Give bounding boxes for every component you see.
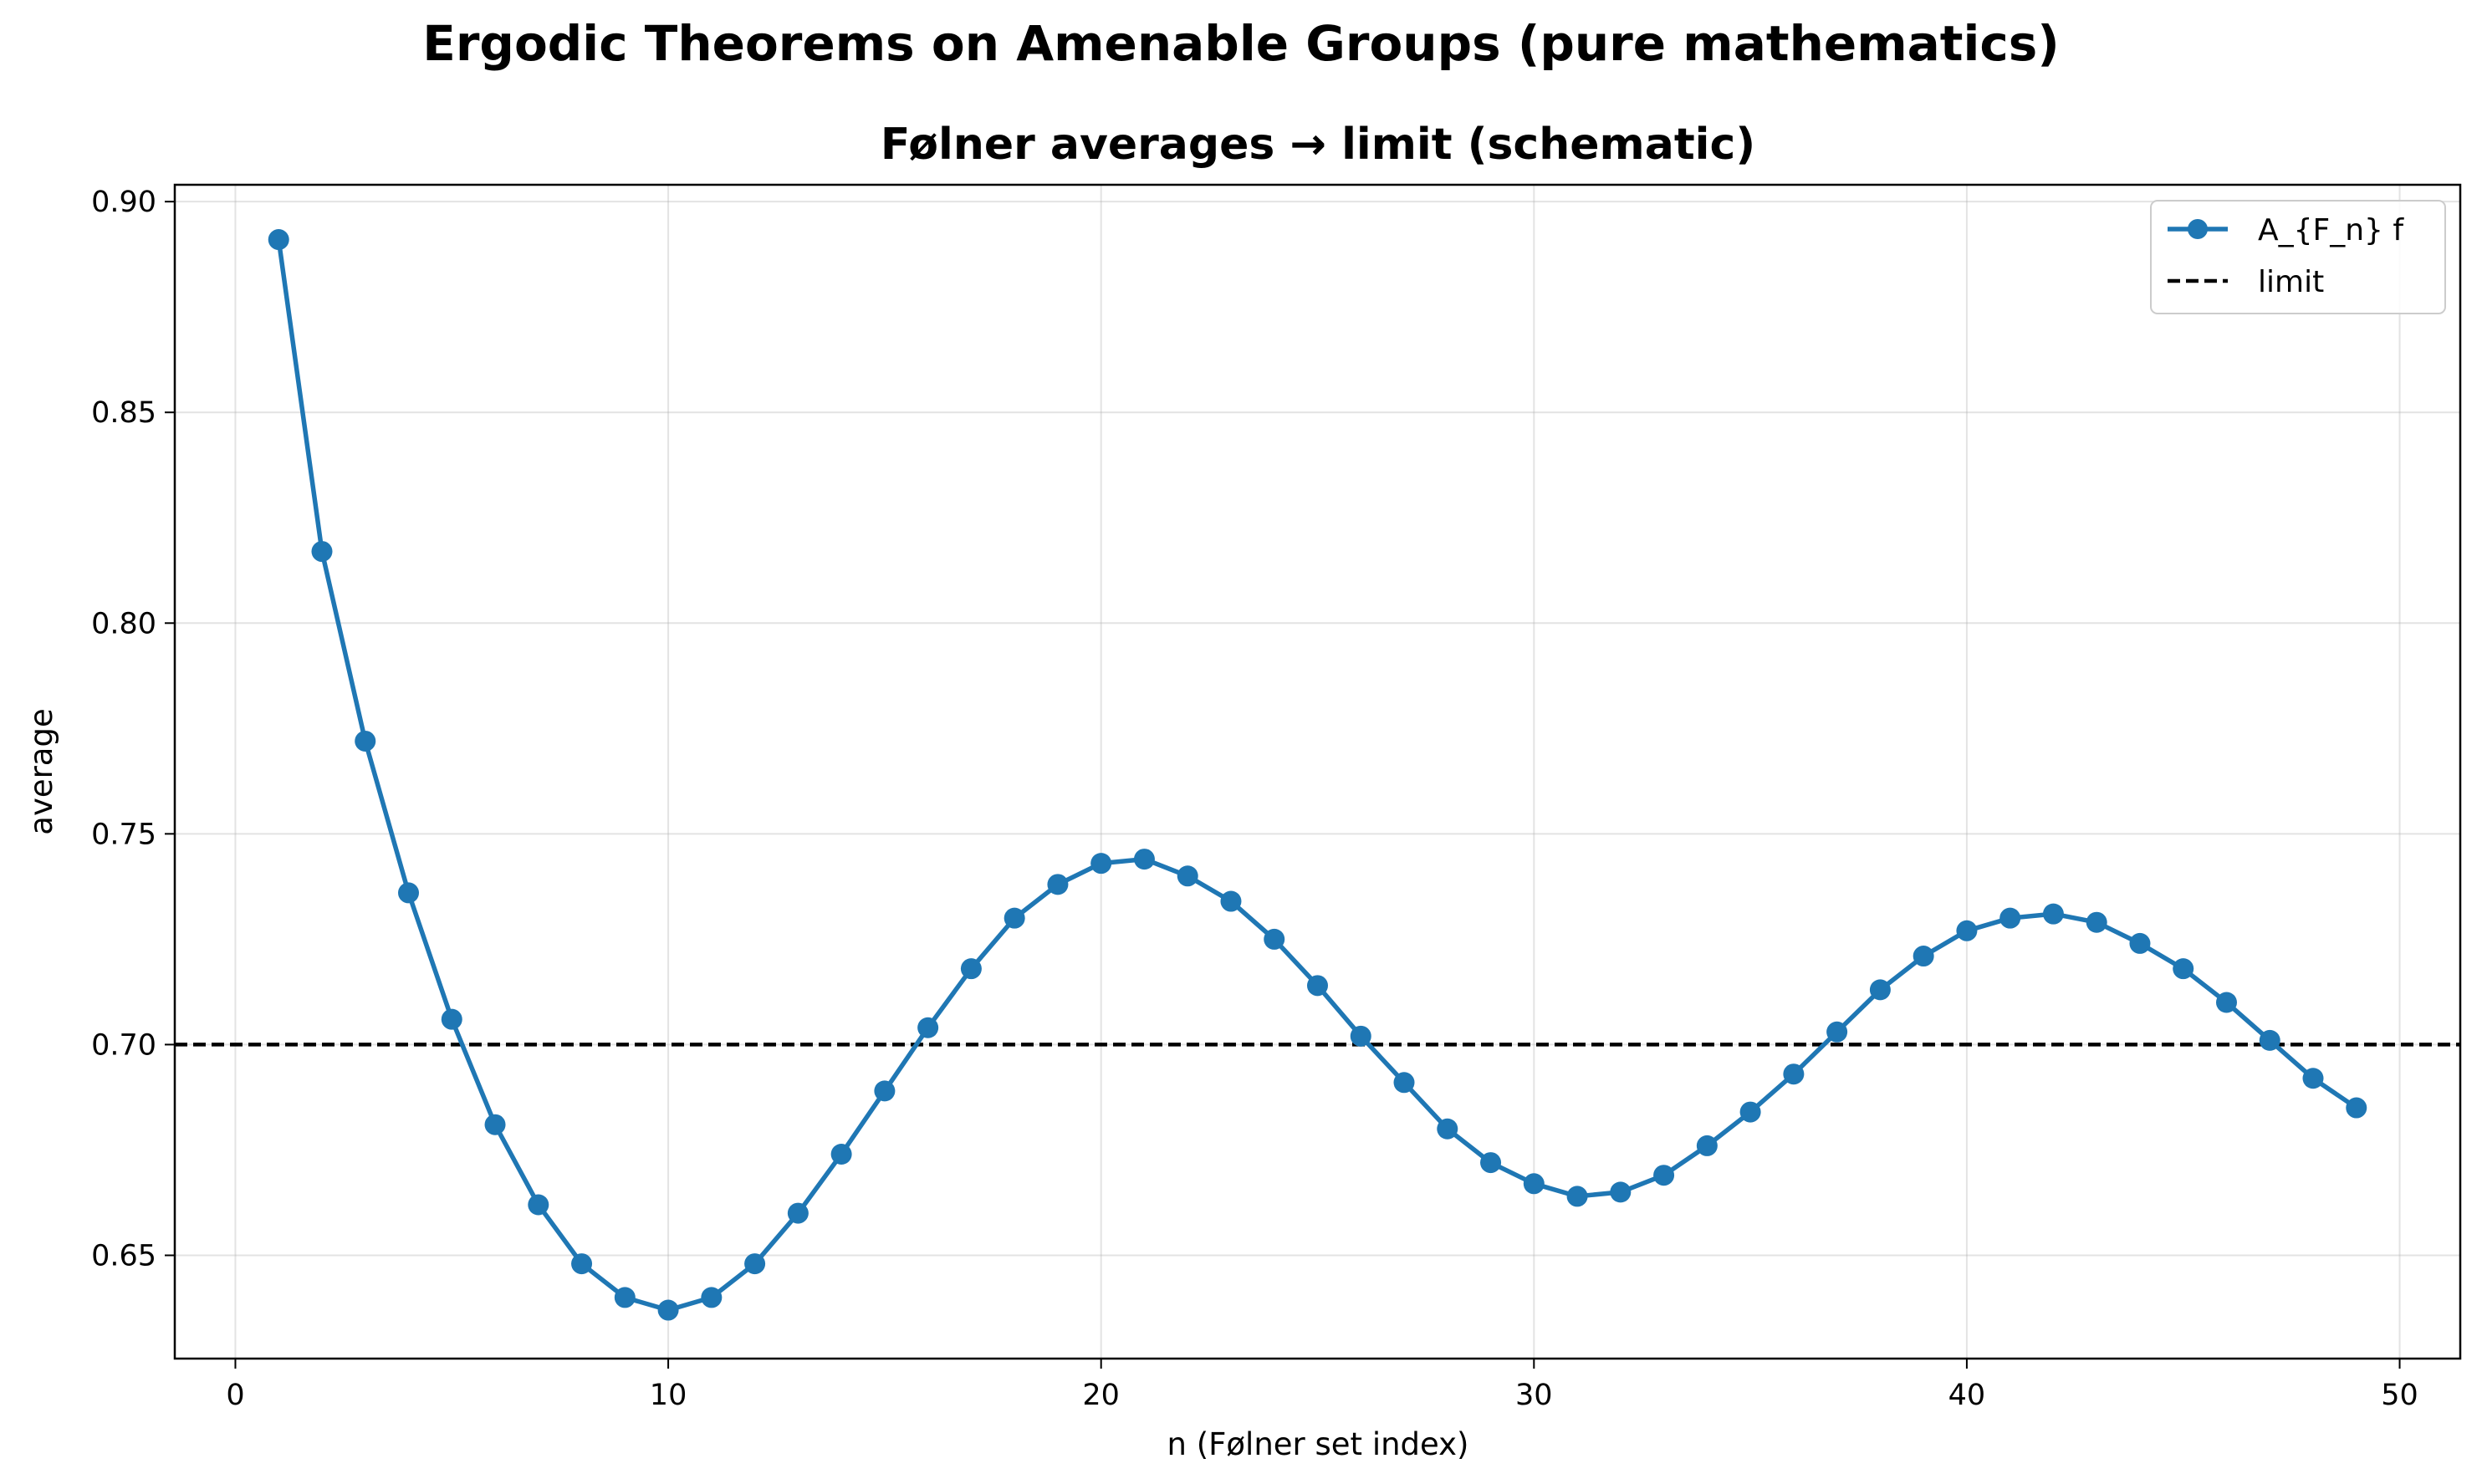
data-point	[1523, 1173, 1545, 1195]
data-point	[1913, 946, 1934, 967]
x-tick-label: 20	[1082, 1379, 1120, 1412]
data-point	[355, 730, 376, 752]
figure-title: Ergodic Theorems on Amenable Groups (pur…	[422, 15, 2060, 72]
x-tick-label: 30	[1515, 1379, 1553, 1412]
data-point	[441, 1008, 462, 1030]
x-axis-label: n (Følner set index)	[1167, 1426, 1468, 1462]
data-point	[1956, 920, 1978, 941]
data-point	[1133, 849, 1155, 870]
data-point	[787, 1202, 809, 1224]
data-point	[484, 1114, 506, 1135]
data-point	[1480, 1152, 1502, 1174]
x-tick-label: 40	[1948, 1379, 1986, 1412]
data-point	[1739, 1101, 1761, 1123]
data-point	[528, 1194, 549, 1216]
data-point	[2173, 958, 2194, 980]
data-point	[2086, 911, 2107, 933]
y-axis-label: average	[23, 708, 59, 834]
data-point	[1696, 1135, 1718, 1156]
chart-title: Følner averages → limit (schematic)	[881, 120, 1755, 170]
data-point	[1437, 1118, 1458, 1140]
data-point	[1350, 1025, 1371, 1047]
data-point	[268, 229, 289, 251]
data-point	[2259, 1029, 2280, 1051]
axis-ticks: 0 10 20 30 40 50 0.65 0.70 0.75 0.80 0.85 0.90	[91, 186, 2418, 1412]
data-point	[1264, 928, 1285, 950]
data-point	[657, 1299, 679, 1321]
x-tick-label: 50	[2381, 1379, 2418, 1412]
legend-label-series: A_{F_n} f	[2258, 213, 2404, 247]
data-point	[614, 1287, 636, 1308]
data-point	[571, 1253, 593, 1275]
y-tick-label: 0.85	[91, 396, 156, 430]
data-point	[874, 1080, 896, 1102]
data-point	[1826, 1021, 1848, 1043]
data-point	[2302, 1068, 2324, 1089]
legend-label-limit: limit	[2258, 265, 2324, 299]
y-tick-label: 0.65	[91, 1239, 156, 1272]
data-point	[1177, 865, 1198, 887]
data-point	[311, 541, 333, 563]
data-point	[1004, 907, 1025, 929]
data-point	[2215, 992, 2237, 1013]
data-point	[1869, 979, 1891, 1001]
data-point	[744, 1253, 766, 1275]
grid	[175, 185, 2460, 1359]
y-tick-label: 0.70	[91, 1028, 156, 1062]
data-point	[960, 958, 982, 980]
data-point	[701, 1287, 723, 1308]
data-point	[1610, 1181, 1632, 1203]
data-point	[1783, 1063, 1805, 1085]
data-point	[1220, 890, 1242, 912]
legend: A_{F_n} f limit	[2150, 200, 2446, 314]
axes-frame	[173, 183, 2462, 1360]
data-point	[917, 1017, 939, 1038]
data-point	[398, 882, 420, 904]
y-tick-label: 0.75	[91, 818, 156, 851]
data-point	[2042, 903, 2064, 925]
series-line	[276, 239, 2358, 1313]
y-tick-label: 0.90	[91, 186, 156, 219]
data-point	[1999, 907, 2021, 929]
data-point	[1090, 853, 1112, 875]
legend-marker-swatch	[2188, 219, 2208, 239]
data-point	[1393, 1072, 1415, 1094]
y-tick-label: 0.80	[91, 607, 156, 640]
data-point	[1047, 874, 1069, 895]
data-point	[2129, 932, 2151, 954]
data-point	[1566, 1186, 1588, 1207]
data-point	[1307, 975, 1328, 997]
plot-area	[175, 229, 2460, 1321]
data-point	[1653, 1165, 1675, 1186]
data-point	[2346, 1097, 2367, 1119]
x-tick-label: 0	[226, 1379, 244, 1412]
x-tick-label: 10	[650, 1379, 687, 1412]
data-point	[830, 1143, 852, 1165]
